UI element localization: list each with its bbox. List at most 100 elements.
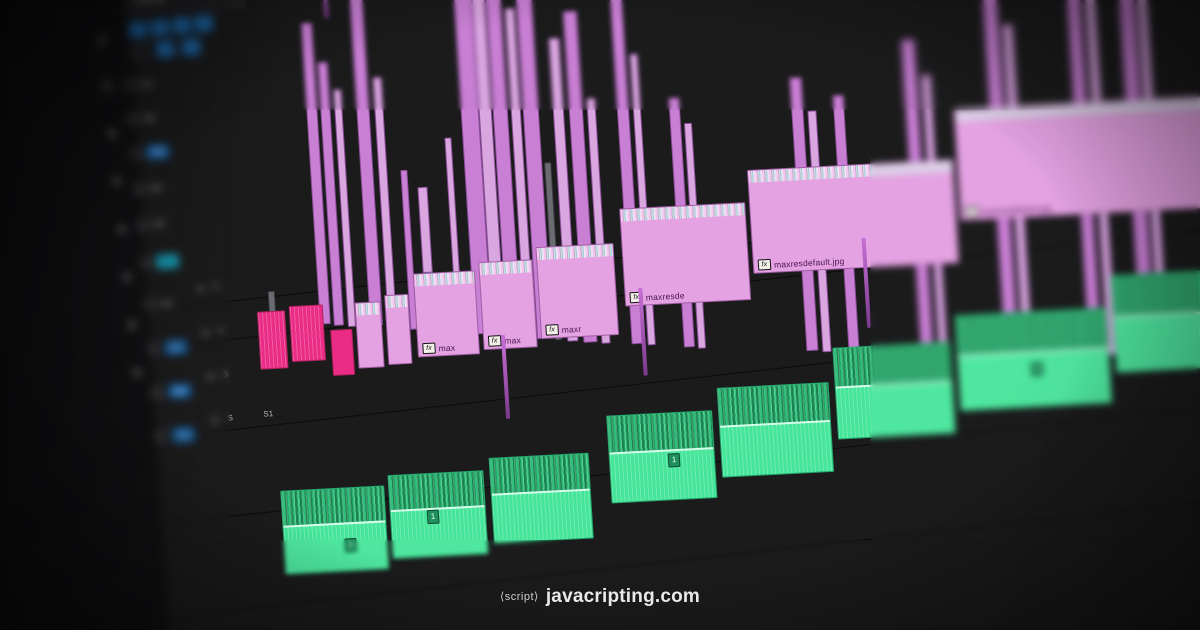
track-label-v6[interactable]: V6: [140, 79, 153, 90]
audio-waveform-detail: [717, 383, 834, 477]
clip-audio[interactable]: [488, 452, 594, 544]
audio-waveform-detail: [1111, 267, 1200, 372]
audio-waveform-detail: [489, 453, 593, 543]
panel-tab-label: Timeline: [131, 0, 166, 7]
wrench-button[interactable]: [181, 38, 201, 56]
audio-waveform-detail: [281, 486, 389, 574]
clip-audio[interactable]: [716, 382, 835, 478]
clip-thumbnail-strip: [413, 271, 475, 287]
eye-icon[interactable]: [127, 112, 139, 125]
clip-video[interactable]: fx max: [478, 259, 538, 351]
track-label-a2[interactable]: A2: [164, 339, 188, 355]
audio-channel-badge: 1: [344, 537, 358, 553]
clip-video-selected[interactable]: [330, 328, 356, 376]
timeline-display-button[interactable]: [194, 14, 214, 32]
clip-name: maxresde: [645, 290, 685, 303]
clip-name: maxresdefault.jpg: [980, 203, 1052, 217]
clip-thumbnail-strip: [258, 311, 288, 369]
fx-badge-icon: fx: [545, 324, 559, 336]
solo-button-a2[interactable]: S: [217, 325, 224, 335]
eye-icon[interactable]: [133, 183, 146, 196]
script-mark-icon: ⟨script⟩: [499, 591, 539, 603]
clip-name: maxresdefault.jpg: [773, 256, 845, 270]
track-label-a3[interactable]: A3: [168, 383, 191, 399]
track-label-v3[interactable]: V3: [149, 182, 162, 194]
clip-video-selected[interactable]: [256, 310, 289, 370]
watermark-site: javacripting.com: [545, 586, 701, 607]
tool-icon[interactable]: [122, 272, 132, 282]
solo-button-a1[interactable]: S: [212, 281, 219, 292]
audio-channel-badge: 1: [426, 509, 440, 525]
clip-video[interactable]: fx maxresdefault.jpg: [747, 159, 960, 274]
clip-thumbnail-strip: [479, 260, 533, 276]
track-label-v2[interactable]: V2: [152, 218, 166, 230]
clip-video-selected[interactable]: [288, 304, 327, 363]
eye-icon[interactable]: [130, 147, 143, 160]
timeline-header-buttons: [128, 14, 251, 74]
tool-icon[interactable]: [132, 367, 142, 378]
clip-label: fx maxresdefault.jpg: [757, 255, 845, 271]
clip-video[interactable]: fx maxr: [535, 243, 620, 339]
track-label-v5[interactable]: V5: [143, 112, 156, 124]
clip-audio[interactable]: 1: [1110, 266, 1200, 373]
mute-button-a4[interactable]: M: [211, 416, 219, 426]
eye-icon[interactable]: [140, 257, 152, 269]
audio-waveform-detail: [607, 411, 717, 503]
eye-icon[interactable]: [136, 219, 149, 231]
mute-button-a2[interactable]: M: [201, 328, 210, 338]
tool-icon[interactable]: [117, 224, 127, 235]
snap-toggle-button[interactable]: [128, 21, 148, 39]
clip-name: max: [503, 335, 522, 346]
audio-channel-badge: 1: [667, 452, 681, 468]
clip-audio[interactable]: [832, 341, 956, 440]
tool-icon[interactable]: [112, 176, 122, 187]
clip-thumbnail-strip: [289, 305, 326, 362]
speaker-icon[interactable]: [151, 386, 164, 399]
submix-label-a4: S1: [263, 409, 274, 419]
track-label-v1[interactable]: V1: [156, 253, 179, 270]
clip-thumbnail-strip: [385, 294, 408, 309]
marker-button[interactable]: [172, 16, 192, 34]
clip-thumbnail-strip: [536, 244, 614, 261]
fx-badge-icon: fx: [757, 258, 772, 271]
clip-audio[interactable]: 1: [280, 485, 390, 575]
fx-badge-icon: fx: [487, 335, 502, 347]
clip-video-narrow[interactable]: [417, 186, 433, 274]
clip-video[interactable]: [384, 293, 413, 366]
audio-waveform-detail: [955, 308, 1112, 411]
overwrite-button[interactable]: [155, 40, 175, 58]
tool-icon[interactable]: [107, 128, 117, 139]
clip-name: max: [438, 342, 456, 354]
clip-label: fx maxr: [545, 323, 582, 336]
mute-button-a3[interactable]: M: [206, 372, 214, 382]
tool-icon[interactable]: [97, 35, 107, 45]
clip-label: fx maxresdefault.jpg: [964, 202, 1052, 218]
clip-audio[interactable]: 1: [387, 470, 489, 560]
clip-name: maxr: [561, 323, 582, 335]
clip-audio[interactable]: 1: [606, 410, 718, 504]
audio-channel-badge: 1: [1030, 361, 1044, 377]
clip-audio[interactable]: 1: [954, 307, 1113, 412]
solo-button-a4[interactable]: S: [227, 413, 234, 423]
clip-thumbnail-strip: [748, 160, 953, 183]
clip-video[interactable]: [354, 301, 385, 369]
mute-button-a1[interactable]: M: [197, 284, 205, 294]
clip-thumbnail-strip: [355, 302, 381, 316]
clip-video[interactable]: fx maxresdefault.jpg: [953, 93, 1200, 221]
fx-badge-icon: fx: [422, 342, 436, 355]
linked-selection-button[interactable]: [150, 19, 170, 36]
solo-button-a3[interactable]: S: [222, 369, 229, 379]
clip-video[interactable]: fx max: [412, 270, 481, 358]
watermark: ⟨script⟩ javacripting.com: [0, 586, 1200, 608]
clip-label: fx max: [422, 342, 456, 355]
tool-icon[interactable]: [127, 320, 137, 330]
playhead[interactable]: [321, 0, 329, 18]
track-label-v4[interactable]: V4: [146, 144, 169, 160]
audio-waveform-detail: [833, 342, 955, 439]
insert-button[interactable]: [129, 43, 149, 61]
fx-badge-icon: fx: [964, 205, 979, 218]
panel-tab-timeline[interactable]: Timeline: [123, 0, 245, 15]
tool-icon[interactable]: [102, 81, 112, 91]
